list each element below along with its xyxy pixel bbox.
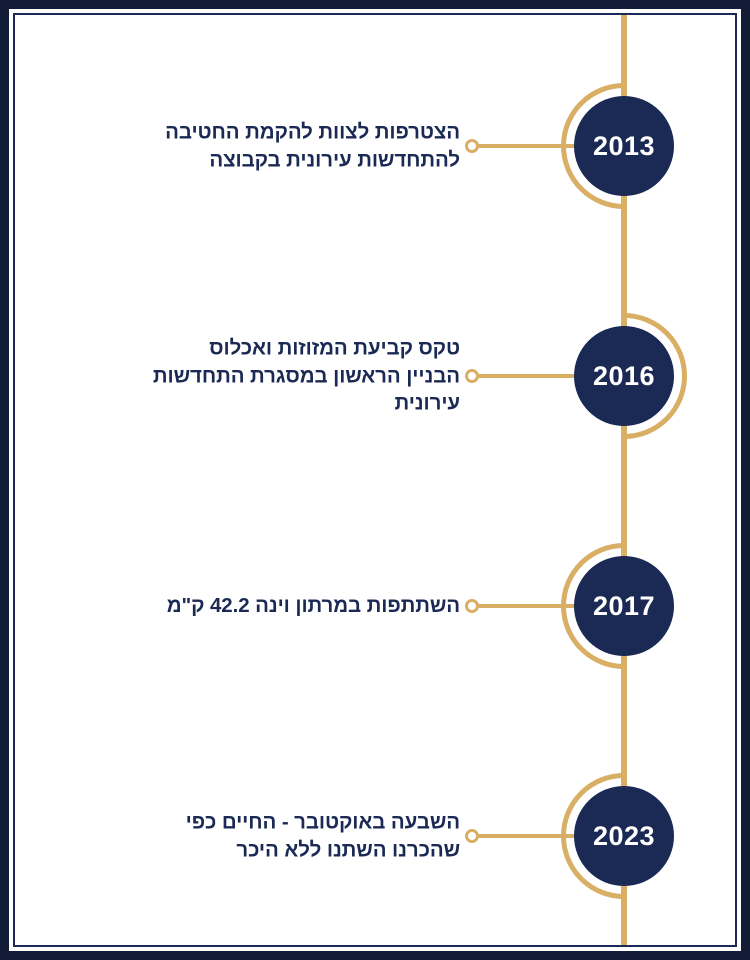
timeline-entry: הצטרפות לצוות להקמת החטיבה להתחדשות עירו… <box>15 81 735 211</box>
timeline-entry: השתתפות במרתון וינה 42.2 ק"מ 2017 <box>15 541 735 671</box>
year-label: 2023 <box>592 820 656 851</box>
connector-ring-icon <box>465 139 479 153</box>
marker-disc: 2023 <box>574 786 674 886</box>
marker-disc: 2013 <box>574 96 674 196</box>
connector-ring-icon <box>465 369 479 383</box>
entry-connector <box>465 598 583 614</box>
connector-ring-icon <box>465 829 479 843</box>
year-marker: 2013 <box>561 83 687 209</box>
connector-ring-icon <box>465 599 479 613</box>
connector-rule <box>475 144 579 148</box>
timeline-entry: השבעה באוקטובר - החיים כפי שהכרנו השתנו … <box>15 771 735 901</box>
year-marker: 2023 <box>561 773 687 899</box>
year-label: 2017 <box>592 590 656 621</box>
timeline-entry: טקס קביעת המזוזות ואכלוס הבניין הראשון ב… <box>15 311 735 441</box>
year-marker: 2017 <box>561 543 687 669</box>
entry-description: הצטרפות לצוות להקמת החטיבה להתחדשות עירו… <box>165 120 460 171</box>
entry-description: השבעה באוקטובר - החיים כפי שהכרנו השתנו … <box>185 810 460 861</box>
connector-rule <box>475 374 579 378</box>
connector-rule <box>475 604 579 608</box>
entry-description: טקס קביעת המזוזות ואכלוס הבניין הראשון ב… <box>152 336 460 415</box>
entry-connector <box>465 368 583 384</box>
year-label: 2016 <box>592 360 656 391</box>
marker-disc: 2016 <box>574 326 674 426</box>
marker-disc: 2017 <box>574 556 674 656</box>
entry-description: השתתפות במרתון וינה 42.2 ק"מ <box>166 594 460 618</box>
timeline-canvas: הצטרפות לצוות להקמת החטיבה להתחדשות עירו… <box>15 15 735 945</box>
year-label: 2013 <box>592 130 656 161</box>
connector-rule <box>475 834 579 838</box>
timeline-spine-line <box>621 15 627 945</box>
year-marker: 2016 <box>561 313 687 439</box>
